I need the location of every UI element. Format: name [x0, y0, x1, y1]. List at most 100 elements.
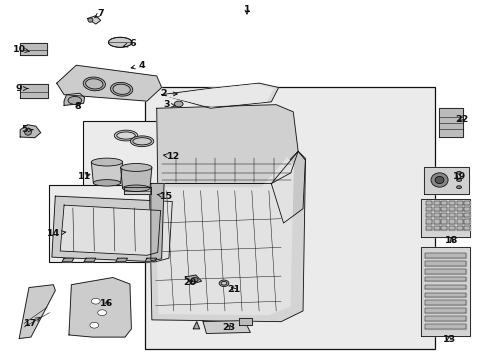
Polygon shape — [433, 226, 439, 230]
Polygon shape — [441, 201, 447, 205]
Polygon shape — [87, 16, 101, 24]
Polygon shape — [271, 151, 305, 223]
Polygon shape — [433, 213, 439, 217]
Polygon shape — [193, 321, 199, 329]
Ellipse shape — [68, 96, 81, 104]
Ellipse shape — [110, 82, 132, 96]
Ellipse shape — [456, 179, 461, 181]
Text: 16: 16 — [100, 299, 113, 308]
Polygon shape — [441, 207, 447, 211]
Ellipse shape — [85, 79, 103, 89]
Text: 1: 1 — [243, 5, 250, 14]
Polygon shape — [149, 151, 305, 321]
Text: 22: 22 — [454, 114, 467, 123]
Text: 2: 2 — [161, 89, 177, 98]
Polygon shape — [20, 84, 48, 98]
Text: 15: 15 — [157, 192, 173, 201]
Polygon shape — [463, 207, 469, 211]
Text: 14: 14 — [47, 229, 65, 238]
Polygon shape — [84, 258, 96, 262]
Polygon shape — [456, 201, 462, 205]
Ellipse shape — [456, 171, 461, 174]
Polygon shape — [424, 261, 466, 266]
Text: 12: 12 — [163, 152, 180, 161]
Bar — [49, 185, 173, 262]
Text: 18: 18 — [444, 237, 457, 246]
Ellipse shape — [121, 163, 152, 171]
Polygon shape — [456, 213, 462, 217]
Polygon shape — [424, 269, 466, 274]
Polygon shape — [420, 199, 469, 237]
Ellipse shape — [88, 18, 93, 22]
Ellipse shape — [93, 180, 121, 186]
Polygon shape — [116, 258, 127, 262]
Polygon shape — [463, 213, 469, 217]
Polygon shape — [184, 275, 201, 284]
Ellipse shape — [434, 176, 443, 184]
Ellipse shape — [114, 130, 138, 141]
Text: 19: 19 — [451, 172, 465, 181]
Polygon shape — [151, 184, 163, 261]
Polygon shape — [448, 226, 454, 230]
Ellipse shape — [113, 84, 130, 94]
Ellipse shape — [130, 136, 154, 147]
Polygon shape — [433, 201, 439, 205]
Ellipse shape — [221, 282, 226, 285]
Polygon shape — [424, 285, 466, 289]
Polygon shape — [448, 207, 454, 211]
Polygon shape — [433, 220, 439, 224]
Polygon shape — [438, 108, 462, 137]
Polygon shape — [62, 258, 74, 262]
Polygon shape — [238, 318, 251, 325]
Text: 11: 11 — [78, 172, 91, 181]
Polygon shape — [203, 320, 250, 333]
Ellipse shape — [98, 310, 106, 316]
Polygon shape — [145, 258, 157, 262]
Polygon shape — [448, 213, 454, 217]
Text: 4: 4 — [131, 61, 145, 70]
Ellipse shape — [122, 185, 150, 192]
Polygon shape — [52, 196, 172, 262]
Polygon shape — [425, 226, 431, 230]
Polygon shape — [425, 207, 431, 211]
Text: 7: 7 — [94, 9, 104, 18]
Polygon shape — [57, 65, 161, 101]
Polygon shape — [64, 93, 84, 105]
Ellipse shape — [90, 322, 99, 328]
Polygon shape — [424, 293, 466, 297]
Polygon shape — [456, 226, 462, 230]
Ellipse shape — [219, 280, 228, 287]
Polygon shape — [463, 226, 469, 230]
Polygon shape — [424, 301, 466, 305]
Ellipse shape — [108, 37, 132, 47]
Text: 21: 21 — [227, 285, 240, 294]
Polygon shape — [424, 324, 466, 329]
Polygon shape — [424, 253, 466, 258]
Polygon shape — [423, 167, 468, 194]
Ellipse shape — [83, 77, 105, 91]
Text: 10: 10 — [13, 45, 29, 54]
Text: 13: 13 — [442, 335, 455, 344]
Bar — [144, 87, 434, 348]
Polygon shape — [463, 201, 469, 205]
Ellipse shape — [133, 138, 151, 145]
Polygon shape — [19, 285, 55, 338]
Polygon shape — [424, 316, 466, 321]
Ellipse shape — [174, 101, 183, 107]
Ellipse shape — [430, 173, 447, 187]
Polygon shape — [424, 277, 466, 282]
Polygon shape — [121, 167, 152, 188]
Text: 9: 9 — [16, 84, 28, 93]
Polygon shape — [441, 213, 447, 217]
Text: 20: 20 — [183, 278, 196, 287]
Polygon shape — [425, 201, 431, 205]
Ellipse shape — [24, 129, 31, 135]
Text: 8: 8 — [74, 102, 81, 111]
Polygon shape — [20, 125, 41, 138]
Polygon shape — [91, 162, 122, 183]
Ellipse shape — [91, 298, 100, 304]
Bar — [82, 121, 199, 189]
Polygon shape — [425, 220, 431, 224]
Text: 6: 6 — [123, 39, 135, 48]
Polygon shape — [456, 207, 462, 211]
